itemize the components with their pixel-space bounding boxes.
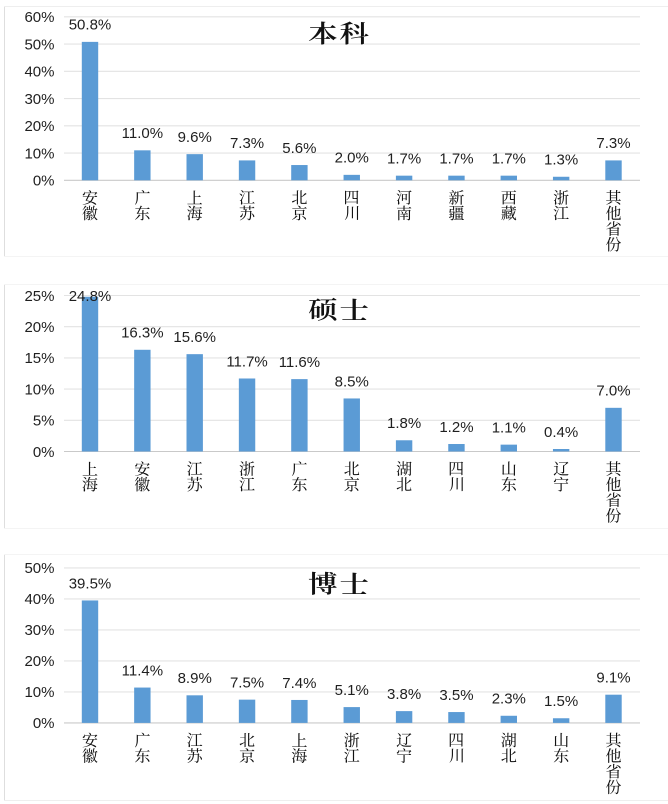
svg-text:5.1%: 5.1% [335,682,369,699]
svg-text:60%: 60% [24,9,54,26]
svg-text:25%: 25% [24,288,54,305]
svg-text:0%: 0% [33,444,55,461]
svg-text:20%: 20% [24,118,54,135]
svg-text:11.0%: 11.0% [122,125,163,142]
svg-text:0%: 0% [33,173,55,190]
svg-text:7.5%: 7.5% [230,674,264,691]
svg-text:5.6%: 5.6% [282,140,316,157]
svg-text:24.8%: 24.8% [69,288,112,305]
svg-text:1.8%: 1.8% [387,415,421,432]
svg-text:40%: 40% [24,64,54,81]
svg-text:2.3%: 2.3% [492,691,526,708]
svg-text:1.2%: 1.2% [439,419,473,436]
svg-text:7.4%: 7.4% [282,675,316,692]
svg-text:20%: 20% [24,319,54,336]
svg-text:7.3%: 7.3% [230,135,264,152]
svg-text:8.5%: 8.5% [335,373,369,390]
svg-text:1.5%: 1.5% [544,693,578,710]
svg-text:0.4%: 0.4% [544,424,578,441]
svg-text:50%: 50% [24,36,54,53]
svg-text:0%: 0% [33,715,55,732]
svg-text:50%: 50% [24,560,54,577]
svg-text:16.3%: 16.3% [121,325,164,342]
svg-text:9.6%: 9.6% [178,129,212,146]
svg-text:11.6%: 11.6% [279,354,320,371]
svg-text:9.1%: 9.1% [596,669,630,686]
svg-text:10%: 10% [24,684,54,701]
svg-text:3.8%: 3.8% [387,686,421,703]
svg-text:1.7%: 1.7% [492,150,526,167]
svg-text:11.7%: 11.7% [226,353,267,370]
svg-text:30%: 30% [24,622,54,639]
svg-text:8.9%: 8.9% [178,670,212,687]
svg-text:15.6%: 15.6% [173,329,216,346]
svg-text:40%: 40% [24,591,54,608]
svg-text:20%: 20% [24,653,54,670]
svg-text:11.4%: 11.4% [122,662,163,679]
svg-text:7.0%: 7.0% [596,383,630,400]
svg-text:1.3%: 1.3% [544,152,578,169]
svg-text:7.3%: 7.3% [596,135,630,152]
svg-text:50.8%: 50.8% [69,17,112,34]
svg-text:10%: 10% [24,145,54,162]
svg-text:1.7%: 1.7% [387,150,421,167]
svg-text:15%: 15% [24,350,54,367]
svg-text:39.5%: 39.5% [69,575,112,592]
svg-text:1.7%: 1.7% [439,150,473,167]
svg-text:3.5%: 3.5% [439,687,473,704]
svg-text:2.0%: 2.0% [335,150,369,167]
svg-text:10%: 10% [24,381,54,398]
svg-text:1.1%: 1.1% [492,419,526,436]
svg-text:5%: 5% [33,413,55,430]
svg-text:30%: 30% [24,91,54,108]
